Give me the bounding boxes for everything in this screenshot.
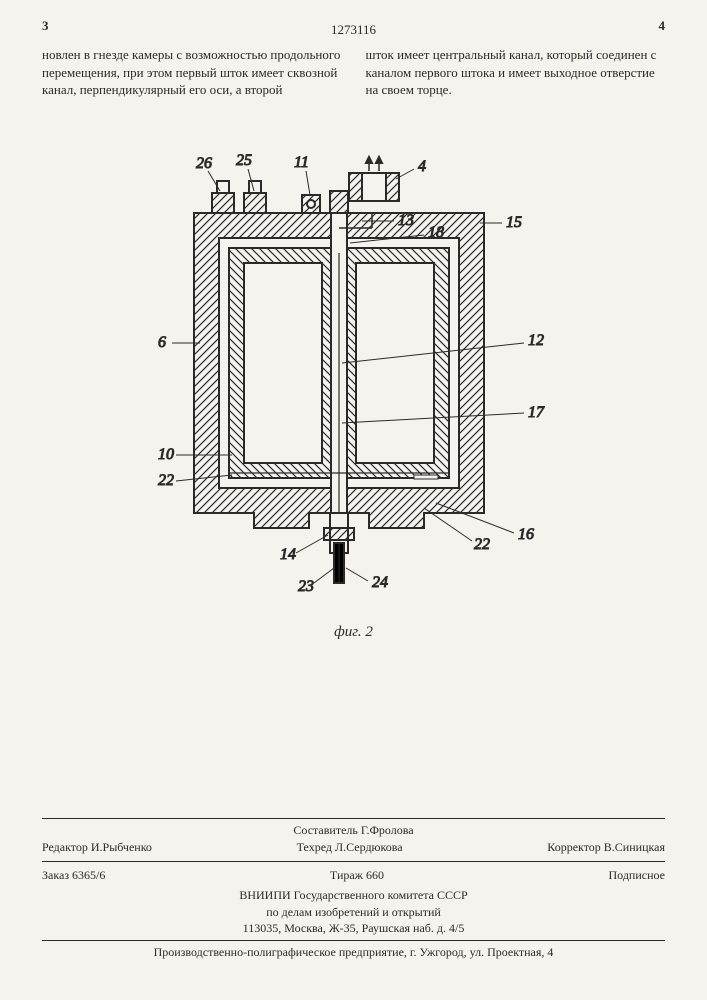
label-26: 26 (196, 155, 212, 172)
imprint-footer: Составитель Г.Фролова Редактор И.Рыбченк… (42, 814, 665, 960)
page-number-right: 4 (659, 18, 666, 34)
column-right: шток имеет центральный канал, который со… (366, 46, 666, 99)
label-18: 18 (428, 224, 444, 241)
document-number: 1273116 (42, 22, 665, 38)
org-address: 113035, Москва, Ж-35, Раушская наб. д. 4… (42, 920, 665, 936)
label-10: 10 (158, 446, 174, 463)
label-16: 16 (518, 526, 534, 543)
label-22-right: 22 (474, 536, 490, 553)
label-14: 14 (280, 546, 296, 563)
editor-label: Редактор (42, 840, 88, 854)
techred-name: Л.Сердюкова (335, 840, 403, 854)
label-6: 6 (158, 334, 166, 351)
label-13: 13 (398, 212, 414, 229)
techred-label: Техред (297, 840, 332, 854)
figure-caption: фиг. 2 (42, 624, 665, 641)
label-24: 24 (372, 574, 388, 591)
org-line-1: ВНИИПИ Государственного комитета СССР (42, 887, 665, 903)
figure-2: 26 25 11 4 13 18 15 (42, 113, 665, 641)
editor-name: И.Рыбченко (91, 840, 152, 854)
printer-line: Производственно-полиграфическое предприя… (42, 945, 665, 960)
org-line-2: по делам изобретений и открытий (42, 904, 665, 920)
corrector-name: В.Синицкая (604, 840, 665, 854)
label-4: 4 (418, 158, 426, 175)
label-11: 11 (294, 154, 309, 171)
body-text: новлен в гнезде камеры с возможностью пр… (42, 46, 665, 99)
label-23: 23 (298, 578, 314, 595)
tirazh: Тираж 660 (330, 868, 384, 883)
label-25: 25 (236, 152, 252, 169)
page-number-left: 3 (42, 18, 49, 34)
label-12: 12 (528, 332, 544, 349)
label-17: 17 (528, 404, 545, 421)
podpisnoe: Подписное (609, 868, 666, 883)
label-15: 15 (506, 214, 522, 231)
column-left: новлен в гнезде камеры с возможностью пр… (42, 46, 342, 99)
corrector-label: Корректор (547, 840, 601, 854)
order-number: Заказ 6365/6 (42, 868, 105, 883)
compiler-label: Составитель (293, 823, 357, 837)
compiler-name: Г.Фролова (361, 823, 414, 837)
label-22-left: 22 (158, 472, 174, 489)
